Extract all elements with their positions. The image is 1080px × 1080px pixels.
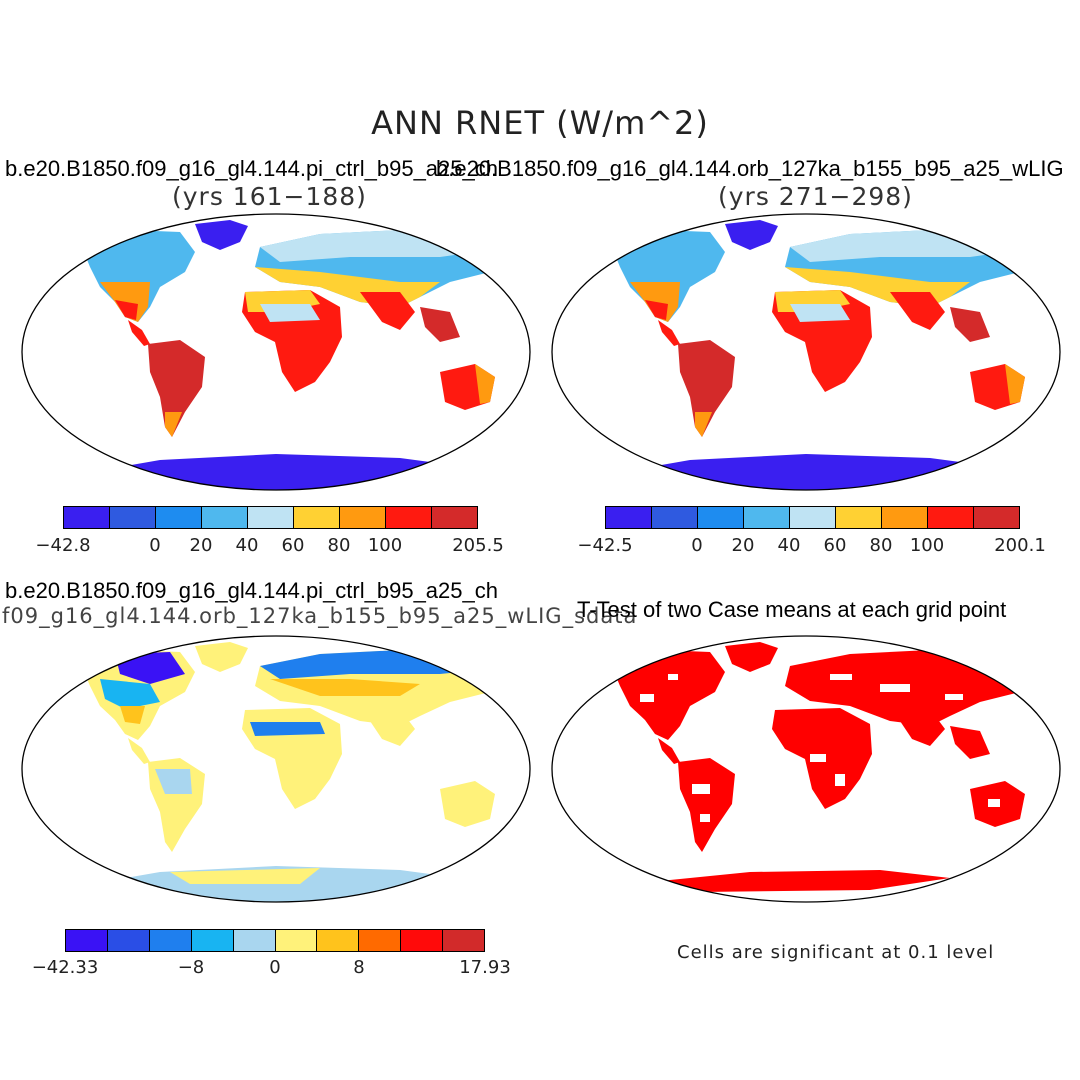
panel3-colorbar	[65, 929, 485, 952]
swatch	[202, 507, 248, 528]
panel2-tick: 100	[909, 535, 945, 556]
swatch	[275, 930, 318, 951]
swatch	[107, 930, 150, 951]
swatch	[233, 930, 276, 951]
panel3-subtitle: f09_g16_gl4.144.orb_127ka_b155_b95_a25_w…	[2, 604, 638, 628]
significance-note: Cells are significant at 0.1 level	[677, 942, 995, 963]
swatch	[340, 507, 386, 528]
panel2-map	[551, 213, 1061, 491]
panel2-tick: −42.5	[577, 535, 633, 556]
greenland	[195, 220, 248, 250]
panel3-map	[21, 635, 531, 903]
panel2-colorbar	[605, 506, 1020, 529]
swatch	[248, 507, 294, 528]
panel3-title: b.e20.B1850.f09_g16_gl4.144.pi_ctrl_b95_…	[5, 578, 498, 603]
swatch	[317, 930, 360, 951]
panel2-tick: 200.1	[994, 535, 1046, 556]
swatch	[974, 507, 1019, 528]
panel1-tick: 20	[189, 535, 213, 556]
swatch	[698, 507, 744, 528]
swatch	[359, 930, 402, 951]
swatch	[294, 507, 340, 528]
panel1-tick: 80	[327, 535, 351, 556]
swatch	[401, 930, 444, 951]
panel1-title: b.e20.B1850.f09_g16_gl4.144.pi_ctrl_b95_…	[5, 156, 498, 181]
panel1-map	[21, 213, 531, 491]
panel1-tick: 0	[149, 535, 161, 556]
panel3-tick: 8	[353, 957, 365, 978]
swatch	[64, 507, 110, 528]
panel1-tick: 60	[281, 535, 305, 556]
panel3-tick: 17.93	[459, 957, 511, 978]
swatch	[652, 507, 698, 528]
swatch	[928, 507, 974, 528]
panel1-colorbar	[63, 506, 478, 529]
swatch	[149, 930, 192, 951]
panel3-tick: 0	[269, 957, 281, 978]
panel1-tick: 205.5	[452, 535, 504, 556]
south-america	[148, 340, 205, 437]
panel1-tick: −42.8	[35, 535, 91, 556]
swatch	[836, 507, 882, 528]
panel2-tick: 80	[869, 535, 893, 556]
swatch	[66, 930, 108, 951]
swatch	[432, 507, 477, 528]
swatch	[386, 507, 432, 528]
north-america	[80, 230, 195, 322]
swatch	[110, 507, 156, 528]
main-title: ANN RNET (W/m^2)	[371, 104, 709, 142]
panel2-tick: 40	[777, 535, 801, 556]
panel2-tick: 0	[691, 535, 703, 556]
swatch	[606, 507, 652, 528]
swatch	[156, 507, 202, 528]
swatch	[443, 930, 485, 951]
swatch	[790, 507, 836, 528]
panel1-tick: 100	[367, 535, 403, 556]
panel1-years: (yrs 161−188)	[172, 182, 367, 211]
panel3-tick: −42.33	[31, 957, 99, 978]
panel2-years: (yrs 271−298)	[718, 182, 913, 211]
panel3-tick: −8	[177, 957, 205, 978]
panel4-map	[551, 635, 1061, 903]
panel4-title: T-Test of two Case means at each grid po…	[577, 597, 1007, 622]
swatch	[191, 930, 234, 951]
panel2-tick: 20	[731, 535, 755, 556]
swatch	[882, 507, 928, 528]
swatch	[744, 507, 790, 528]
panel2-tick: 60	[823, 535, 847, 556]
panel1-tick: 40	[235, 535, 259, 556]
panel2-title: b.e20.B1850.f09_g16_gl4.144.orb_127ka_b1…	[436, 156, 1064, 181]
